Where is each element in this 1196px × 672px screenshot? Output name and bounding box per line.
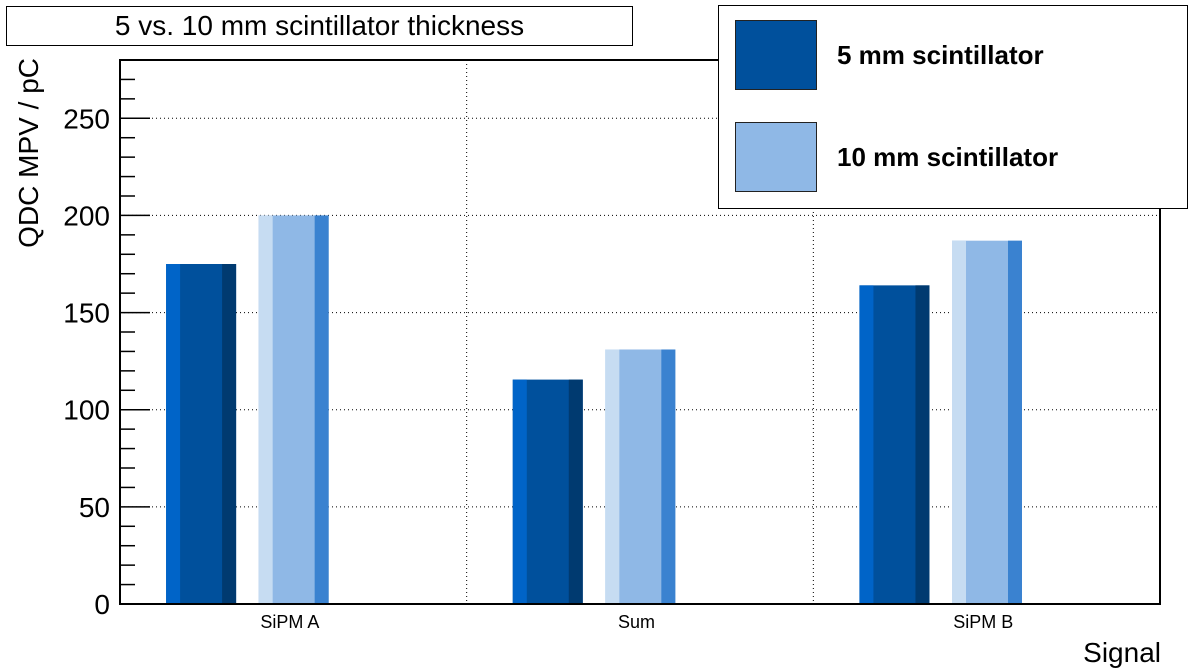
- bar: [166, 264, 237, 604]
- bar-shadow: [915, 285, 930, 604]
- bar: [605, 349, 676, 604]
- bar-shadow: [661, 349, 676, 604]
- legend-swatch-10mm: [735, 122, 817, 192]
- x-tick-label: Sum: [618, 612, 655, 632]
- bar-highlight: [512, 379, 527, 604]
- axes: 0 50 100 150 200 250 SiPM A Sum SiPM B: [63, 59, 1161, 632]
- bar: [952, 240, 1022, 604]
- bar: [859, 285, 930, 604]
- x-tick-label: SiPM B: [953, 612, 1013, 632]
- bar-highlight: [952, 240, 966, 604]
- chart-title-text: 5 vs. 10 mm scintillator thickness: [114, 10, 525, 41]
- bar-highlight: [859, 285, 874, 604]
- y-tick-label: 50: [79, 492, 110, 523]
- legend-label-10mm: 10 mm scintillator: [837, 141, 1059, 172]
- x-tick-label: SiPM A: [260, 612, 319, 632]
- legend-item-10mm: 10 mm scintillator: [735, 122, 1058, 192]
- legend: 5 mm scintillator 10 mm scintillator: [718, 5, 1188, 209]
- legend-swatch-5mm: [735, 20, 817, 90]
- chart-title: 5 vs. 10 mm scintillator thickness: [6, 6, 633, 46]
- bars: [166, 215, 1022, 604]
- y-tick-label: 100: [63, 395, 110, 426]
- legend-label-5mm: 5 mm scintillator: [837, 39, 1044, 70]
- bar-shadow: [568, 379, 583, 604]
- bar-highlight: [166, 264, 181, 604]
- bar-highlight: [258, 215, 273, 604]
- legend-item-5mm: 5 mm scintillator: [735, 20, 1044, 90]
- y-tick-label: 250: [63, 103, 110, 134]
- bar-shadow: [314, 215, 329, 604]
- bar-shadow: [222, 264, 237, 604]
- y-tick-label: 200: [63, 200, 110, 231]
- bar: [258, 215, 329, 604]
- bar-highlight: [605, 349, 620, 604]
- bar: [512, 379, 583, 604]
- x-axis-label: Signal: [1083, 637, 1161, 668]
- y-axis-label: QDC MPV / pC: [13, 58, 44, 248]
- bar-shadow: [1008, 240, 1022, 604]
- y-tick-label: 0: [94, 589, 110, 620]
- y-tick-label: 150: [63, 298, 110, 329]
